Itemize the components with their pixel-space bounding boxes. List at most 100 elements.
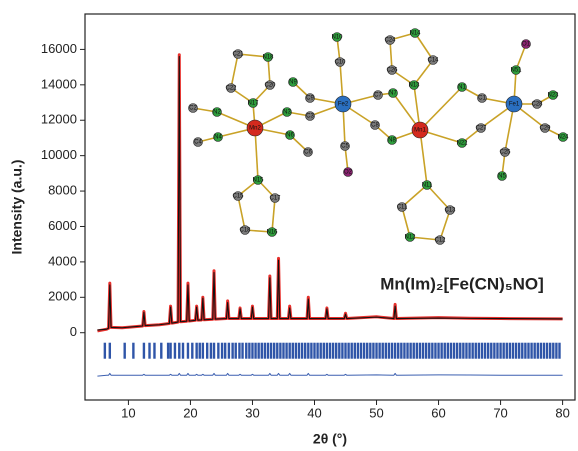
atom-label: C26 (386, 68, 398, 74)
bragg-tick (160, 343, 162, 359)
y-tick-label: 6000 (48, 218, 77, 233)
bragg-tick (499, 343, 501, 359)
bragg-tick (493, 343, 495, 359)
bragg-tick (148, 343, 150, 359)
bragg-tick (104, 343, 106, 359)
bragg-tick (335, 343, 337, 359)
bragg-tick (182, 343, 184, 359)
bragg-tick (478, 343, 480, 359)
x-tick-label: 50 (369, 405, 383, 420)
atom-label: C14 (427, 58, 439, 64)
series-line (97, 373, 562, 376)
atom-label: C18 (239, 228, 251, 234)
bragg-tick (344, 343, 346, 359)
bragg-tick (400, 343, 402, 359)
bragg-tick (413, 343, 415, 359)
bragg-tick (261, 343, 263, 359)
x-tick-label: 20 (183, 405, 197, 420)
bragg-tick (282, 343, 284, 359)
bragg-tick (279, 343, 281, 359)
y-tick-label: 4000 (48, 253, 77, 268)
y-tick-label: 12000 (41, 112, 77, 127)
bond (238, 196, 245, 230)
y-tick-label: 2000 (48, 289, 77, 304)
bragg-tick (267, 343, 269, 359)
bragg-tick (521, 343, 523, 359)
bragg-tick (288, 343, 290, 359)
atom-label: Fe2 (338, 102, 349, 108)
bragg-tick (199, 343, 201, 359)
bragg-tick (369, 343, 371, 359)
atom-label: N4 (214, 135, 222, 141)
bragg-tick (372, 343, 374, 359)
bragg-tick (419, 343, 421, 359)
atom-label: C12 (434, 238, 446, 244)
bragg-tick (323, 343, 325, 359)
bragg-tick (406, 343, 408, 359)
bragg-tick (143, 343, 145, 359)
bragg-tick (540, 343, 542, 359)
bragg-tick (313, 343, 315, 359)
atom-label: C7 (374, 93, 382, 99)
atom-label: C5 (341, 144, 349, 150)
bragg-tick (397, 343, 399, 359)
atom-label: C8 (371, 123, 379, 129)
bragg-tick (213, 343, 215, 359)
atom-label: N51 (510, 68, 522, 74)
bragg-tick (459, 343, 461, 359)
atom-label: N3 (283, 110, 291, 116)
atom-label: N22 (456, 141, 468, 147)
bragg-tick (450, 343, 452, 359)
bragg-tick (375, 343, 377, 359)
bragg-tick (422, 343, 424, 359)
bragg-tick (425, 343, 427, 359)
bragg-tick (512, 343, 514, 359)
bragg-tick (221, 343, 223, 359)
bond (415, 33, 433, 60)
bragg-tick (217, 343, 219, 359)
bragg-tick (447, 343, 449, 359)
atom-label: C22 (225, 86, 237, 92)
bragg-tick (210, 343, 212, 359)
atom-label: O1 (522, 42, 531, 48)
bragg-tick (444, 343, 446, 359)
bragg-tick (416, 343, 418, 359)
y-axis-title: Intensity (a.u.) (9, 160, 25, 255)
bragg-tick (354, 343, 356, 359)
x-axis-title: 2θ (°) (313, 431, 347, 447)
chart: Intensity (a.u.) 2θ (°) Mn(Im)₂[Fe(CN)₅N… (0, 0, 578, 451)
bragg-tick (264, 343, 266, 359)
atom-label: N9 (289, 80, 297, 86)
bragg-tick (524, 343, 526, 359)
bragg-tick (191, 343, 193, 359)
bragg-tick (558, 343, 560, 359)
bragg-tick (167, 343, 169, 359)
atom-label: N16 (266, 230, 278, 236)
bragg-tick (319, 343, 321, 359)
atom-label: N8 (388, 138, 396, 144)
bragg-tick (481, 343, 483, 359)
bragg-tick (456, 343, 458, 359)
bragg-tick (391, 343, 393, 359)
bragg-tick (394, 343, 396, 359)
bragg-tick (527, 343, 529, 359)
atom-label: C15 (232, 194, 244, 200)
atom-label: C21 (232, 52, 244, 58)
bragg-tick (304, 343, 306, 359)
bragg-tick (298, 343, 300, 359)
bragg-tick (224, 343, 226, 359)
atom-label: C27 (475, 126, 487, 132)
x-tick-label: 80 (555, 405, 569, 420)
atom-label: C2 (189, 106, 197, 112)
atom-label: C28 (531, 102, 543, 108)
bragg-tick (326, 343, 328, 359)
atom-label: N12 (404, 235, 416, 241)
bragg-tick (153, 343, 155, 359)
bragg-tick (132, 343, 134, 359)
atom-label: N18 (262, 55, 274, 61)
atom-label: C29 (539, 126, 551, 132)
bragg-tick (496, 343, 498, 359)
atom-label: C13 (444, 208, 456, 214)
compound-label: Mn(Im)₂[Fe(CN)₅NO] (380, 274, 544, 293)
